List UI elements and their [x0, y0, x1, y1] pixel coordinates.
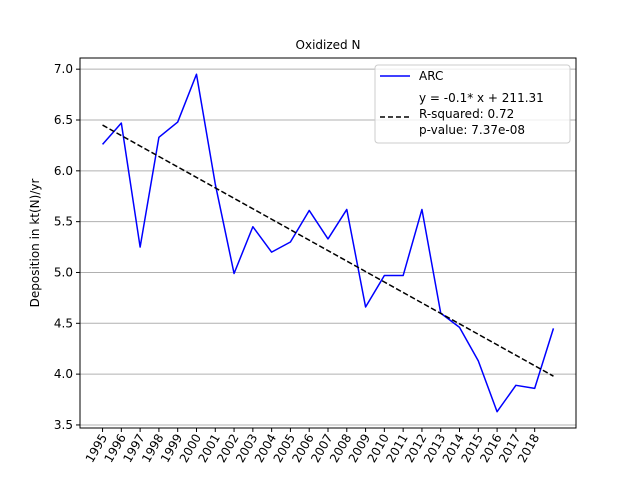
- y-tick-label: 4.5: [54, 316, 73, 330]
- legend-arc-label: ARC: [419, 69, 443, 83]
- series-line-arc: [101, 73, 555, 413]
- y-tick-label: 7.0: [54, 62, 73, 76]
- legend-trend-equation: y = -0.1* x + 211.31: [419, 91, 544, 105]
- y-tick-label: 6.0: [54, 164, 73, 178]
- series-layer: [101, 73, 555, 413]
- y-tick-label: 3.5: [54, 418, 73, 432]
- legend: ARC y = -0.1* x + 211.31 R-squared: 0.72…: [374, 64, 571, 144]
- y-axis-label: Deposition in kt(N)/yr: [28, 179, 42, 308]
- y-tick-label: 5.5: [54, 215, 73, 229]
- legend-box: [374, 64, 571, 144]
- legend-trend-p-value: p-value: 7.37e-08: [419, 123, 525, 137]
- chart-title: Oxidized N: [296, 38, 361, 52]
- y-tick-label: 6.5: [54, 113, 73, 127]
- y-tick-label: 5.0: [54, 265, 73, 279]
- y-tick-label: 4.0: [54, 367, 73, 381]
- legend-trend-r-squared: R-squared: 0.72: [419, 107, 514, 121]
- series-line-trend: [102, 124, 554, 377]
- y-axis-ticks: 3.5 4.0 4.5 5.0 5.5 6.0 6.5 7.0: [54, 62, 80, 432]
